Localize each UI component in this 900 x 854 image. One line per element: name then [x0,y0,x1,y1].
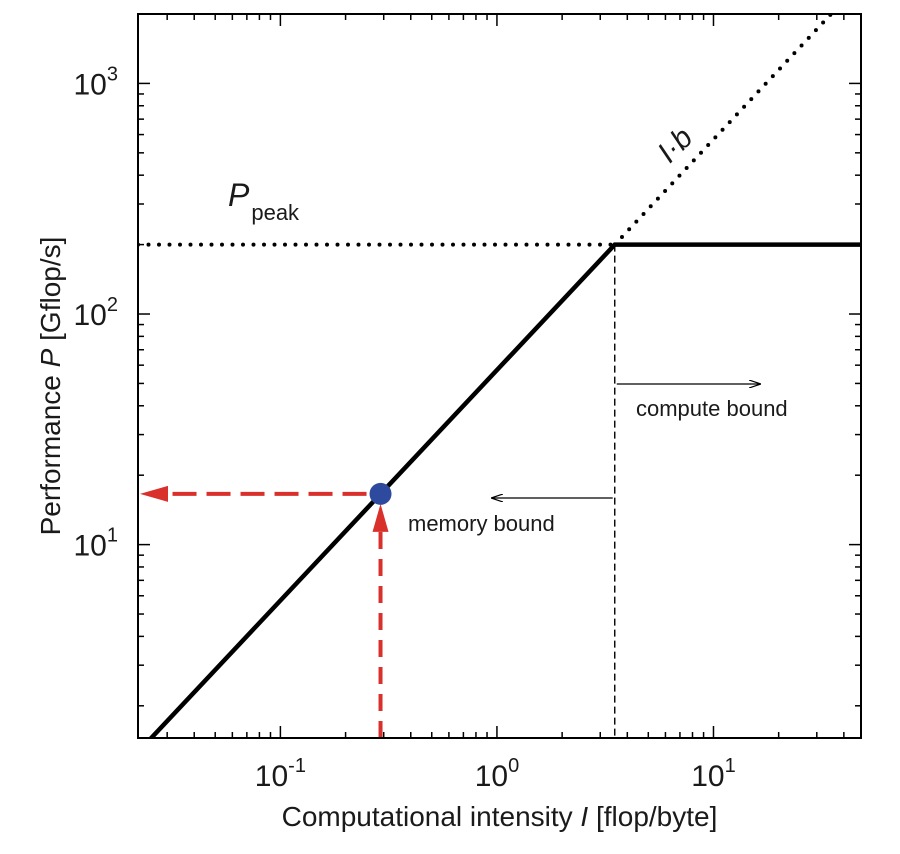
y-axis-title-var: P [35,348,66,367]
peak-performance-label: Ppeak [228,177,300,225]
memory-bound-label: memory bound [408,511,555,536]
vertical-projection-arrowhead [372,503,389,532]
bandwidth-line-label: I·b [651,121,699,169]
y-tick-label: 103 [74,63,119,101]
operating-point-marker [369,482,392,505]
y-axis-title-prefix: Performance [35,367,66,535]
compute-bound-label: compute bound [636,396,788,421]
plot-frame [137,13,862,739]
y-axis-title-suffix: [Gflop/s] [35,237,66,349]
x-axis-title-var: I [580,801,588,832]
dotted-series-line [612,14,834,247]
y-axis-title: Performance P [Gflop/s] [35,237,66,536]
x-tick-label: 100 [475,755,520,793]
y-tick-label: 101 [74,525,119,563]
x-tick-label: 101 [691,755,736,793]
y-tick-label: 102 [74,294,119,332]
x-axis-title-suffix: [flop/byte] [588,801,717,832]
x-tick-label: 10-1 [255,755,306,793]
horizontal-projection-arrowhead [140,485,168,502]
x-axis-title: Computational intensity I [flop/byte] [282,801,718,832]
peak-label-sub: peak [251,200,300,225]
peak-label-main: P [228,177,250,213]
x-axis-title-prefix: Computational intensity [282,801,581,832]
